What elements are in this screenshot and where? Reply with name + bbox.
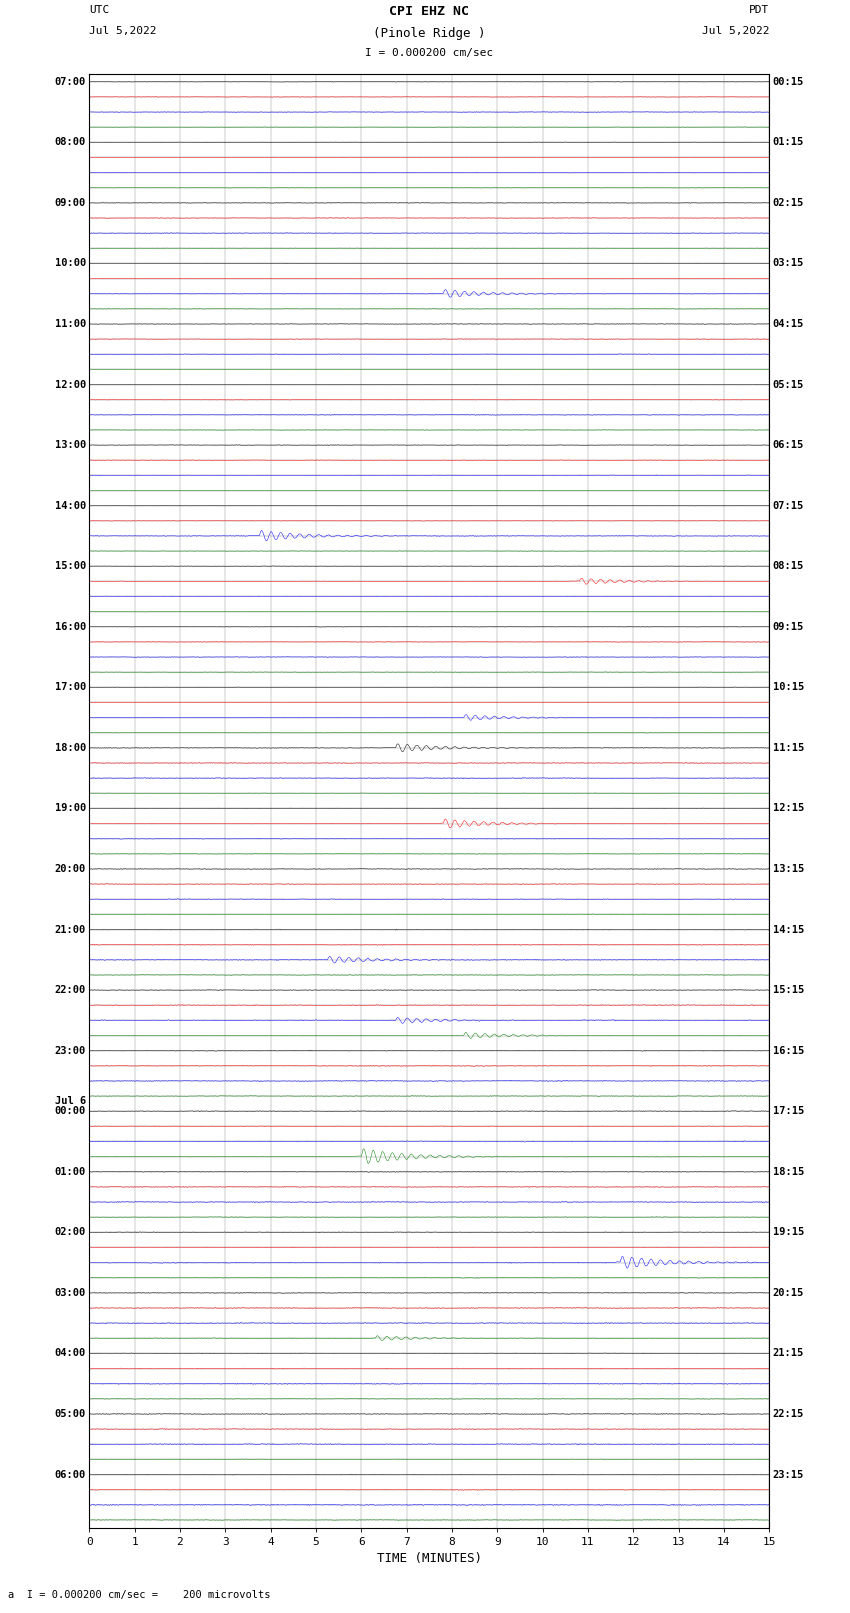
Text: 11:15: 11:15 bbox=[773, 744, 804, 753]
Text: 05:15: 05:15 bbox=[773, 379, 804, 390]
Text: 19:15: 19:15 bbox=[773, 1227, 804, 1237]
Text: 21:00: 21:00 bbox=[54, 924, 86, 934]
Text: I = 0.000200 cm/sec: I = 0.000200 cm/sec bbox=[366, 48, 493, 58]
Text: Jul 6: Jul 6 bbox=[54, 1097, 86, 1107]
Text: 12:00: 12:00 bbox=[54, 379, 86, 390]
Text: 16:00: 16:00 bbox=[54, 621, 86, 632]
Text: 11:00: 11:00 bbox=[54, 319, 86, 329]
Text: 01:00: 01:00 bbox=[54, 1166, 86, 1177]
Text: 14:00: 14:00 bbox=[54, 500, 86, 511]
Text: (Pinole Ridge ): (Pinole Ridge ) bbox=[373, 27, 485, 40]
Text: 08:00: 08:00 bbox=[54, 137, 86, 147]
Text: 18:15: 18:15 bbox=[773, 1166, 804, 1177]
Text: Jul 5,2022: Jul 5,2022 bbox=[89, 26, 156, 35]
Text: 22:00: 22:00 bbox=[54, 986, 86, 995]
Text: 05:00: 05:00 bbox=[54, 1410, 86, 1419]
Text: 09:00: 09:00 bbox=[54, 198, 86, 208]
Text: 20:15: 20:15 bbox=[773, 1287, 804, 1298]
Text: 02:15: 02:15 bbox=[773, 198, 804, 208]
Text: a  I = 0.000200 cm/sec =    200 microvolts: a I = 0.000200 cm/sec = 200 microvolts bbox=[8, 1590, 271, 1600]
Text: 06:15: 06:15 bbox=[773, 440, 804, 450]
Text: PDT: PDT bbox=[749, 5, 769, 15]
Text: 06:00: 06:00 bbox=[54, 1469, 86, 1479]
Text: 02:00: 02:00 bbox=[54, 1227, 86, 1237]
Text: 07:00: 07:00 bbox=[54, 77, 86, 87]
Text: 16:15: 16:15 bbox=[773, 1045, 804, 1055]
Text: 13:00: 13:00 bbox=[54, 440, 86, 450]
Text: 23:00: 23:00 bbox=[54, 1045, 86, 1055]
Text: 00:00: 00:00 bbox=[54, 1107, 86, 1116]
Text: 15:15: 15:15 bbox=[773, 986, 804, 995]
X-axis label: TIME (MINUTES): TIME (MINUTES) bbox=[377, 1552, 482, 1565]
Text: 17:15: 17:15 bbox=[773, 1107, 804, 1116]
Text: 17:00: 17:00 bbox=[54, 682, 86, 692]
Text: 08:15: 08:15 bbox=[773, 561, 804, 571]
Text: 13:15: 13:15 bbox=[773, 865, 804, 874]
Text: 00:15: 00:15 bbox=[773, 77, 804, 87]
Text: Jul 5,2022: Jul 5,2022 bbox=[702, 26, 769, 35]
Text: UTC: UTC bbox=[89, 5, 110, 15]
Text: 04:00: 04:00 bbox=[54, 1348, 86, 1358]
Text: 03:00: 03:00 bbox=[54, 1287, 86, 1298]
Text: 01:15: 01:15 bbox=[773, 137, 804, 147]
Text: 18:00: 18:00 bbox=[54, 744, 86, 753]
Text: 10:00: 10:00 bbox=[54, 258, 86, 268]
Text: 14:15: 14:15 bbox=[773, 924, 804, 934]
Text: 22:15: 22:15 bbox=[773, 1410, 804, 1419]
Text: 04:15: 04:15 bbox=[773, 319, 804, 329]
Text: 21:15: 21:15 bbox=[773, 1348, 804, 1358]
Text: 15:00: 15:00 bbox=[54, 561, 86, 571]
Text: 20:00: 20:00 bbox=[54, 865, 86, 874]
Text: 19:00: 19:00 bbox=[54, 803, 86, 813]
Text: 12:15: 12:15 bbox=[773, 803, 804, 813]
Text: 10:15: 10:15 bbox=[773, 682, 804, 692]
Text: 09:15: 09:15 bbox=[773, 621, 804, 632]
Text: 03:15: 03:15 bbox=[773, 258, 804, 268]
Text: 07:15: 07:15 bbox=[773, 500, 804, 511]
Text: 23:15: 23:15 bbox=[773, 1469, 804, 1479]
Text: CPI EHZ NC: CPI EHZ NC bbox=[389, 5, 469, 18]
